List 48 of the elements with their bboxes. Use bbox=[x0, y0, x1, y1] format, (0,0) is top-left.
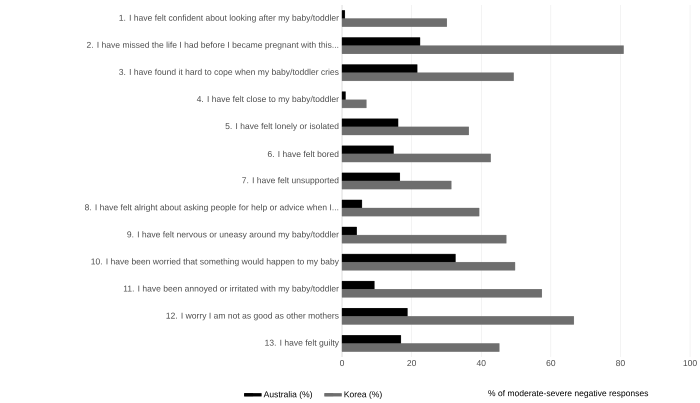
bar bbox=[342, 64, 418, 74]
bar bbox=[342, 200, 362, 208]
x-tick-label: 20 bbox=[407, 360, 416, 366]
x-tick-label: 80 bbox=[616, 360, 625, 366]
bar bbox=[342, 316, 574, 325]
y-tick-label: 2. I have missed the life I had before I became pregnant with this... bbox=[86, 42, 338, 50]
y-tick-label: 3. I have found it hard to cope when my baby/toddler cries bbox=[119, 68, 339, 77]
bar bbox=[342, 18, 447, 28]
y-tick-label: 5. I have felt lonely or isolated bbox=[226, 123, 338, 132]
y-tick-label: 12. I worry I am not as good as other mothers bbox=[166, 312, 339, 321]
bar bbox=[342, 335, 402, 344]
y-tick-label: 11. I have been annoyed or irritated with my baby/toddler bbox=[124, 286, 339, 294]
bar bbox=[342, 126, 469, 136]
bar bbox=[342, 172, 400, 182]
bar bbox=[342, 100, 367, 108]
x-tick-label: 100 bbox=[684, 360, 697, 366]
legend-label: Australia (%) bbox=[264, 391, 312, 400]
bar bbox=[342, 118, 398, 128]
y-tick-label: 7. I have felt unsupported bbox=[242, 177, 338, 186]
bar bbox=[342, 262, 516, 271]
y-tick-label: 8. I have felt alright about asking people for help or advice when I... bbox=[84, 204, 338, 212]
bar bbox=[342, 154, 491, 162]
bar bbox=[342, 343, 500, 352]
x-tick-label: 60 bbox=[546, 360, 556, 366]
x-axis-title: % of moderate-severe negative responses bbox=[488, 390, 648, 398]
bar bbox=[342, 254, 456, 263]
bar bbox=[342, 10, 346, 19]
bar bbox=[342, 38, 420, 46]
y-tick-label: 10. I have been worried that something would happen to my baby bbox=[91, 258, 339, 266]
bar bbox=[342, 46, 624, 54]
bar bbox=[342, 181, 452, 190]
bar bbox=[342, 289, 542, 298]
x-tick-label: 40 bbox=[476, 360, 486, 366]
y-tick-label: 6. I have felt bored bbox=[268, 151, 338, 158]
bar bbox=[342, 281, 375, 290]
y-tick-label: 4. I have felt close to my baby/toddler bbox=[196, 96, 339, 104]
x-tick-label: 0 bbox=[340, 360, 344, 366]
y-tick-label: 1. I have felt confident about looking after my baby/toddler bbox=[119, 14, 339, 23]
bar bbox=[342, 308, 408, 317]
y-tick-label: 13. I have felt guilty bbox=[265, 340, 339, 348]
bar bbox=[342, 227, 357, 236]
bar bbox=[342, 92, 346, 100]
legend-label: Korea (%) bbox=[344, 391, 382, 400]
y-tick-label: 9. I have felt nervous or uneasy around my baby/toddler bbox=[127, 231, 339, 240]
bar bbox=[342, 235, 506, 244]
bar bbox=[342, 208, 480, 217]
bar bbox=[342, 146, 394, 154]
bar bbox=[342, 72, 514, 82]
